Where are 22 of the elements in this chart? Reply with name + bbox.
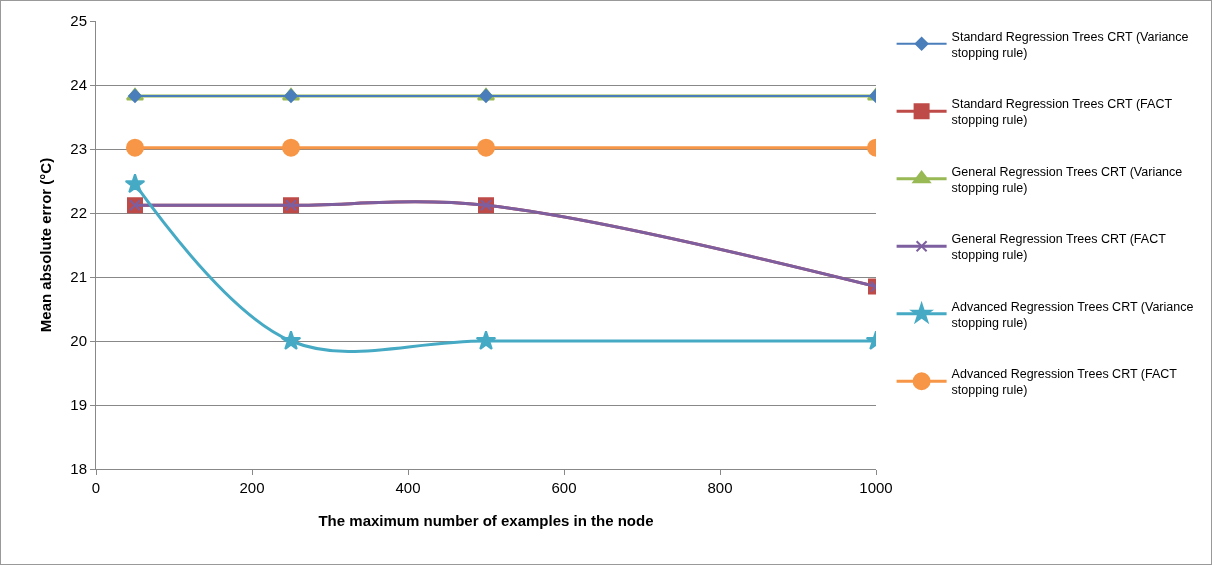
y-tick-label: 25 — [70, 12, 87, 30]
legend-label: Standard Regression Trees CRT (FACT stopping rule) — [951, 97, 1173, 128]
y-tick-label: 21 — [70, 268, 87, 286]
legend-label: Advanced Regression Trees CRT (FACT stopping rule) — [951, 367, 1178, 398]
x-tick-label: 0 — [91, 479, 101, 496]
x-axis-title: The maximum number of examples in the node — [318, 512, 654, 529]
y-tick-label: 18 — [70, 460, 87, 478]
y-tick-label: 23 — [70, 140, 87, 158]
legend-label: Advanced Regression Trees CRT (Variance stopping rule) — [951, 299, 1194, 330]
y-tick-label: 19 — [70, 396, 87, 414]
legend-label: General Regression Trees CRT (Variance stopping rule) — [951, 164, 1183, 195]
y-tick-label: 20 — [70, 332, 87, 350]
y-axis-title: Mean absolute error (°C) — [36, 157, 54, 333]
x-tick-label: 400 — [395, 479, 421, 496]
legend-label: Standard Regression Trees CRT (Variance stopping rule) — [951, 29, 1189, 60]
y-tick-label: 22 — [70, 204, 87, 222]
x-tick-label: 1000 — [859, 479, 893, 496]
x-tick-label: 800 — [707, 479, 733, 496]
x-tick-label: 200 — [239, 479, 265, 496]
legend-label: General Regression Trees CRT (FACT stopping rule) — [951, 232, 1167, 263]
x-tick-label: 600 — [551, 479, 577, 496]
y-tick-label: 24 — [70, 76, 87, 94]
